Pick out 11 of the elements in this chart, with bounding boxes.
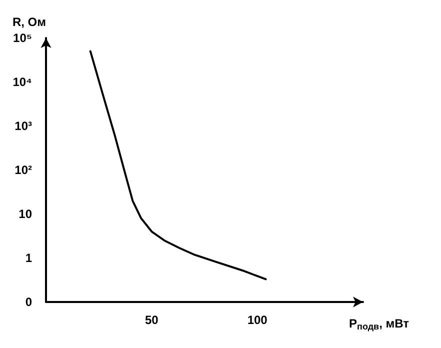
- y-tick-label: 10²: [14, 163, 32, 177]
- y-axis-title: R, Ом: [12, 15, 46, 29]
- y-tick-label: 0: [25, 295, 32, 309]
- y-tick-label: 10: [18, 207, 32, 221]
- y-tick-label: 10³: [14, 119, 32, 133]
- y-tick-label: 1: [25, 251, 32, 265]
- y-tick-label: 10⁴: [12, 75, 32, 89]
- x-tick-label: 100: [247, 313, 268, 327]
- x-tick-label: 50: [144, 313, 159, 327]
- line-series: [89, 50, 267, 280]
- y-tick-label: 10⁵: [13, 31, 32, 45]
